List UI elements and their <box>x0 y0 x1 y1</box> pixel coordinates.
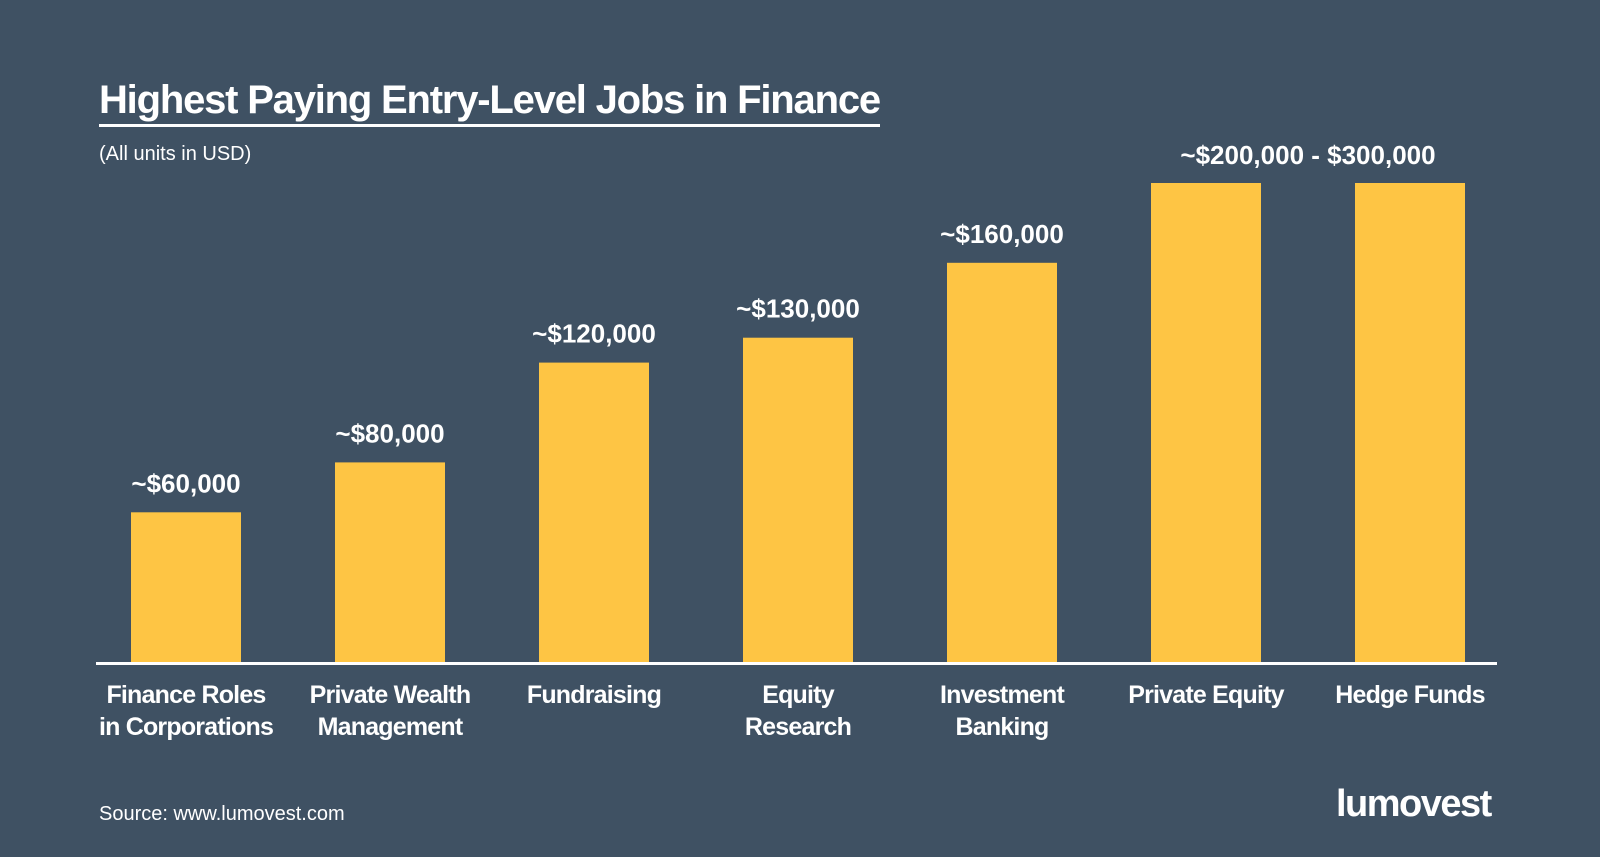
lumovest-logo: lumovest <box>1336 783 1494 824</box>
bar-2 <box>539 362 649 662</box>
brand-wordmark: lumovest <box>1336 783 1493 824</box>
category-label-2: Fundraising <box>527 681 661 709</box>
bar-0 <box>131 512 241 662</box>
category-label-1-line-0: Private Wealth <box>310 681 471 709</box>
chart-subtitle: (All units in USD) <box>99 143 252 165</box>
category-label-1: Private Wealth Management <box>310 681 471 741</box>
bar-5 <box>1151 183 1261 662</box>
data-label-3: ~$130,000 <box>736 294 860 324</box>
data-label-1: ~$80,000 <box>335 418 444 448</box>
category-label-3: Equity Research <box>745 681 851 741</box>
category-label-0-line-0: Finance Roles <box>106 681 265 709</box>
category-label-5-line-0: Private Equity <box>1128 681 1284 709</box>
category-label-4-line-0: Investment <box>940 681 1065 709</box>
data-label-shared: ~$200,000 - $300,000 <box>1180 140 1435 170</box>
chart-title: Highest Paying Entry-Level Jobs in Finan… <box>99 76 881 127</box>
category-label-0: Finance Roles in Corporations <box>99 681 273 741</box>
data-label-4: ~$160,000 <box>940 219 1064 249</box>
bar-4 <box>947 262 1057 662</box>
category-label-0-line-1: in Corporations <box>99 713 273 741</box>
data-label-2: ~$120,000 <box>532 319 656 349</box>
data-label-0: ~$60,000 <box>131 468 240 498</box>
bar-6 <box>1355 183 1465 662</box>
bar-1 <box>335 462 445 662</box>
category-label-5: Private Equity <box>1128 681 1284 709</box>
category-label-4-line-1: Banking <box>955 713 1048 741</box>
category-label-2-line-0: Fundraising <box>527 681 661 709</box>
category-label-3-line-0: Equity <box>762 681 834 709</box>
bar-3 <box>743 337 853 662</box>
category-label-6: Hedge Funds <box>1335 681 1485 709</box>
category-label-4: Investment Banking <box>940 681 1065 741</box>
category-label-3-line-1: Research <box>745 713 851 741</box>
source-note: Source: www.lumovest.com <box>99 803 345 825</box>
category-label-6-line-0: Hedge Funds <box>1335 681 1485 709</box>
category-label-1-line-1: Management <box>318 713 464 741</box>
